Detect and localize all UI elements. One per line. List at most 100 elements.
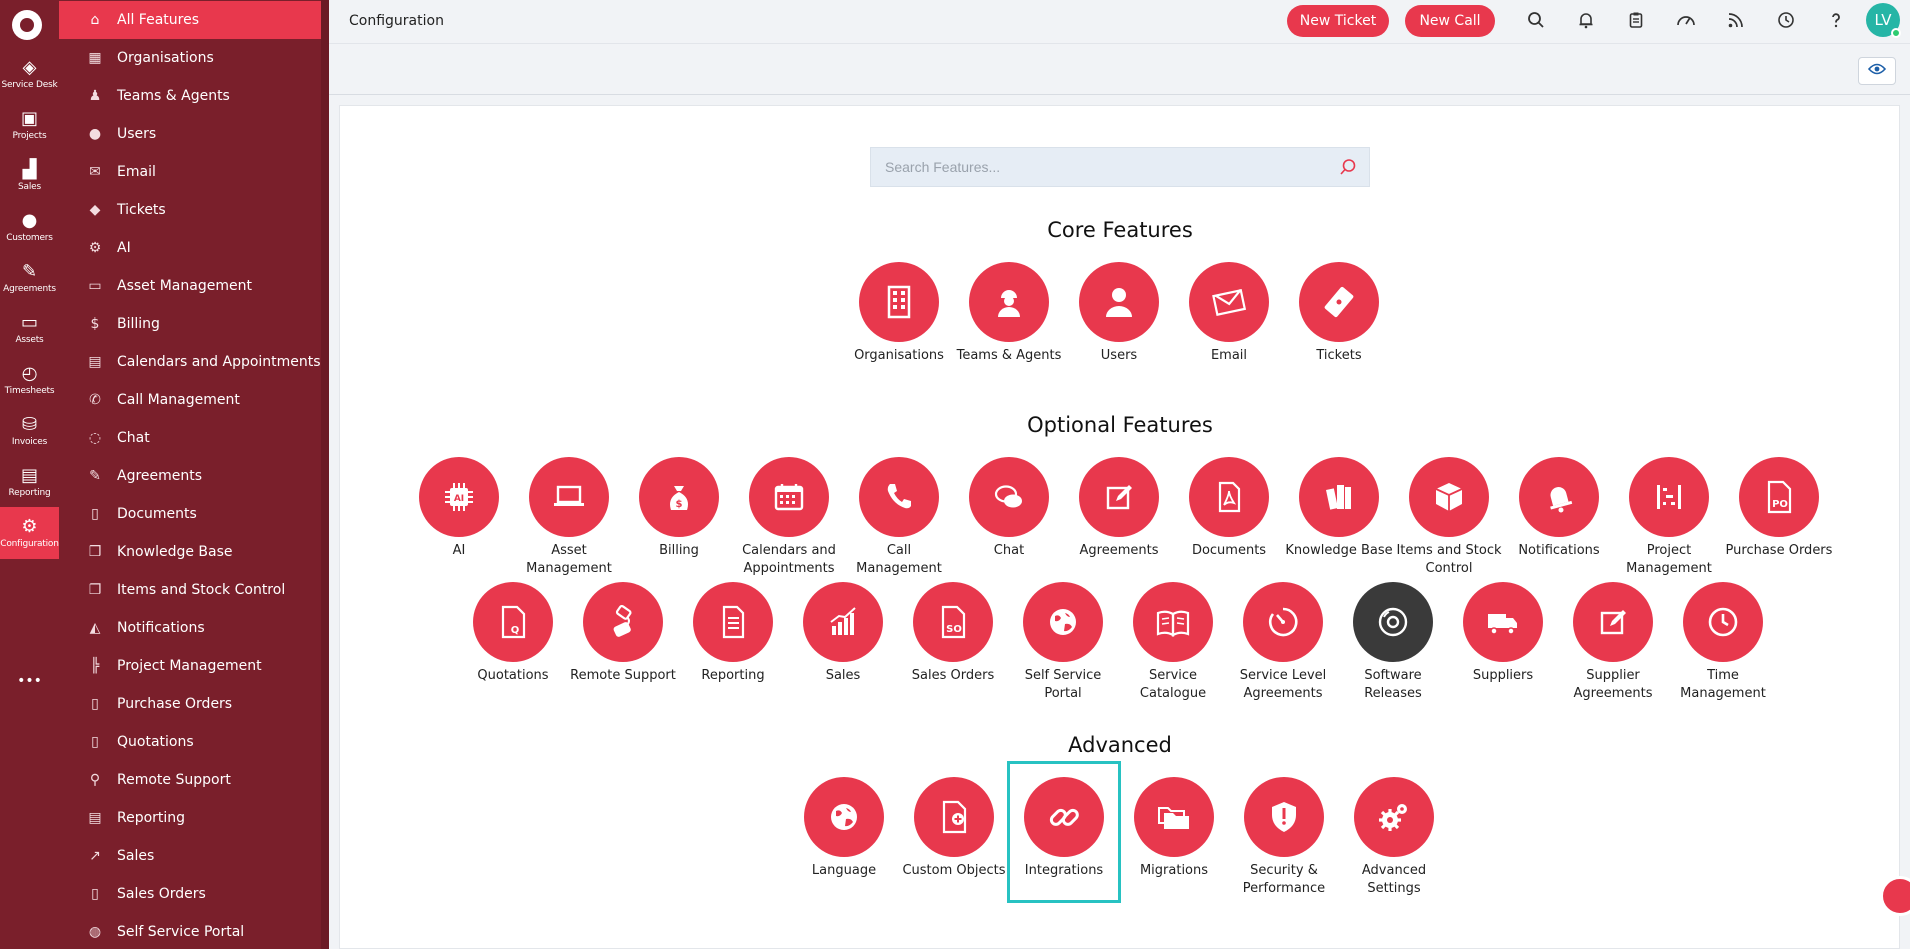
- feature-self-service-portal[interactable]: Self Service Portal: [1008, 582, 1118, 703]
- sidebar-scrollbar[interactable]: [321, 0, 329, 949]
- sidebar-item-purchase-orders[interactable]: ▯ Purchase Orders: [59, 685, 329, 723]
- rail-item-sales[interactable]: ▟ Sales: [0, 150, 59, 202]
- feature-security-performance[interactable]: Security & Performance: [1229, 777, 1339, 898]
- chat-launcher-button[interactable]: [1880, 876, 1910, 916]
- feature-teams-agents[interactable]: Teams & Agents: [954, 262, 1064, 365]
- rail-item-service-desk[interactable]: ◈ Service Desk: [0, 48, 59, 100]
- gantt-icon[interactable]: [1629, 457, 1709, 537]
- sidebar-item-tickets[interactable]: ◆ Tickets: [59, 191, 329, 229]
- clipboard-icon[interactable]: [1625, 11, 1647, 33]
- help-icon[interactable]: [1825, 11, 1847, 33]
- user-icon[interactable]: [1079, 262, 1159, 342]
- speedometer-icon[interactable]: [1675, 11, 1697, 33]
- rail-item-reporting[interactable]: ▤ Reporting: [0, 456, 59, 508]
- sidebar-item-ai[interactable]: ⚙ AI: [59, 229, 329, 267]
- sidebar-item-chat[interactable]: ◌ Chat: [59, 419, 329, 457]
- sidebar-item-all-features[interactable]: ⌂ All Features: [59, 1, 328, 39]
- view-toggle-button[interactable]: [1858, 57, 1896, 85]
- app-logo-icon[interactable]: [12, 10, 42, 40]
- sidebar-item-billing[interactable]: $ Billing: [59, 305, 329, 343]
- sidebar-item-reporting[interactable]: ▤ Reporting: [59, 799, 329, 837]
- sidebar-item-teams-agents[interactable]: ♟ Teams & Agents: [59, 77, 329, 115]
- new-call-button[interactable]: New Call: [1405, 5, 1495, 37]
- sidebar-item-calendars-and-appointments[interactable]: ▤ Calendars and Appointments: [59, 343, 329, 381]
- feature-integrations[interactable]: Integrations: [1009, 777, 1119, 880]
- pdf-icon[interactable]: [1189, 457, 1269, 537]
- po-file-icon[interactable]: PO: [1739, 457, 1819, 537]
- phone-icon[interactable]: [859, 457, 939, 537]
- ai-chip-icon[interactable]: AI: [419, 457, 499, 537]
- sidebar-item-project-management[interactable]: ╠ Project Management: [59, 647, 329, 685]
- search-icon[interactable]: [1339, 158, 1357, 176]
- globe-icon[interactable]: [1023, 582, 1103, 662]
- timer-icon[interactable]: [1243, 582, 1323, 662]
- rail-item-projects[interactable]: ▣ Projects: [0, 99, 59, 151]
- globe-icon[interactable]: [804, 777, 884, 857]
- search-icon[interactable]: [1525, 11, 1547, 33]
- feature-knowledge-base[interactable]: Knowledge Base: [1284, 457, 1394, 560]
- sidebar-item-call-management[interactable]: ✆ Call Management: [59, 381, 329, 419]
- search-features-input[interactable]: [871, 148, 1369, 186]
- feature-custom-objects[interactable]: Custom Objects: [899, 777, 1009, 880]
- sidebar-item-knowledge-base[interactable]: ❒ Knowledge Base: [59, 533, 329, 571]
- sidebar-item-documents[interactable]: ▯ Documents: [59, 495, 329, 533]
- feature-ai[interactable]: AI AI: [404, 457, 514, 560]
- feature-software-releases[interactable]: Software Releases: [1338, 582, 1448, 703]
- envelope-icon[interactable]: [1189, 262, 1269, 342]
- feature-users[interactable]: Users: [1064, 262, 1174, 365]
- edit-icon[interactable]: [1079, 457, 1159, 537]
- feature-time-management[interactable]: Time Management: [1668, 582, 1778, 703]
- feature-asset-management[interactable]: Asset Management: [514, 457, 624, 578]
- feature-calendars-and-appointments[interactable]: Calendars and Appointments: [734, 457, 844, 578]
- rail-item-timesheets[interactable]: ◴ Timesheets: [0, 354, 59, 406]
- feature-service-catalogue[interactable]: Service Catalogue: [1118, 582, 1228, 703]
- report-icon[interactable]: [693, 582, 773, 662]
- sidebar-item-organisations[interactable]: ▦ Organisations: [59, 39, 329, 77]
- calendar-icon[interactable]: [749, 457, 829, 537]
- sidebar-item-sales[interactable]: ↗ Sales: [59, 837, 329, 875]
- feature-items-and-stock-control[interactable]: Items and Stock Control: [1394, 457, 1504, 578]
- rail-item-agreements[interactable]: ✎ Agreements: [0, 252, 59, 304]
- feature-advanced-settings[interactable]: Advanced Settings: [1339, 777, 1449, 898]
- feature-language[interactable]: Language: [789, 777, 899, 880]
- laptop-icon[interactable]: [529, 457, 609, 537]
- link-icon[interactable]: [1024, 777, 1104, 857]
- rail-item-configuration[interactable]: ⚙ Configuration: [0, 507, 59, 559]
- bell-icon[interactable]: [1519, 457, 1599, 537]
- feature-supplier-agreements[interactable]: Supplier Agreements: [1558, 582, 1668, 703]
- worker-icon[interactable]: [969, 262, 1049, 342]
- sidebar-item-self-service-portal[interactable]: ◍ Self Service Portal: [59, 913, 329, 949]
- sidebar-item-asset-management[interactable]: ▭ Asset Management: [59, 267, 329, 305]
- sales-chart-icon[interactable]: [803, 582, 883, 662]
- rail-item-assets[interactable]: ▭ Assets: [0, 303, 59, 355]
- feature-email[interactable]: Email: [1174, 262, 1284, 365]
- folders-icon[interactable]: [1134, 777, 1214, 857]
- books-icon[interactable]: [1299, 457, 1379, 537]
- rss-icon[interactable]: [1725, 11, 1747, 33]
- feature-project-management[interactable]: Project Management: [1614, 457, 1724, 578]
- sidebar-item-users[interactable]: ● Users: [59, 115, 329, 153]
- feature-documents[interactable]: Documents: [1174, 457, 1284, 560]
- feature-sales[interactable]: Sales: [788, 582, 898, 685]
- sidebar-item-agreements[interactable]: ✎ Agreements: [59, 457, 329, 495]
- feature-migrations[interactable]: Migrations: [1119, 777, 1229, 880]
- user-avatar[interactable]: LV: [1866, 3, 1901, 38]
- truck-icon[interactable]: [1463, 582, 1543, 662]
- feature-suppliers[interactable]: Suppliers: [1448, 582, 1558, 685]
- feature-service-level-agreements[interactable]: Service Level Agreements: [1228, 582, 1338, 703]
- bell-icon[interactable]: [1575, 11, 1597, 33]
- history-icon[interactable]: [1775, 11, 1797, 33]
- building-icon[interactable]: [859, 262, 939, 342]
- shield-icon[interactable]: [1244, 777, 1324, 857]
- feature-notifications[interactable]: Notifications: [1504, 457, 1614, 560]
- box-icon[interactable]: [1409, 457, 1489, 537]
- sidebar-item-email[interactable]: ✉ Email: [59, 153, 329, 191]
- sidebar-item-notifications[interactable]: ◭ Notifications: [59, 609, 329, 647]
- so-file-icon[interactable]: SO: [913, 582, 993, 662]
- sidebar-item-items-and-stock-control[interactable]: ❐ Items and Stock Control: [59, 571, 329, 609]
- chat-icon[interactable]: [969, 457, 1049, 537]
- feature-purchase-orders[interactable]: PO Purchase Orders: [1724, 457, 1834, 560]
- new-ticket-button[interactable]: New Ticket: [1287, 5, 1389, 37]
- feature-remote-support[interactable]: Remote Support: [568, 582, 678, 685]
- sidebar-item-quotations[interactable]: ▯ Quotations: [59, 723, 329, 761]
